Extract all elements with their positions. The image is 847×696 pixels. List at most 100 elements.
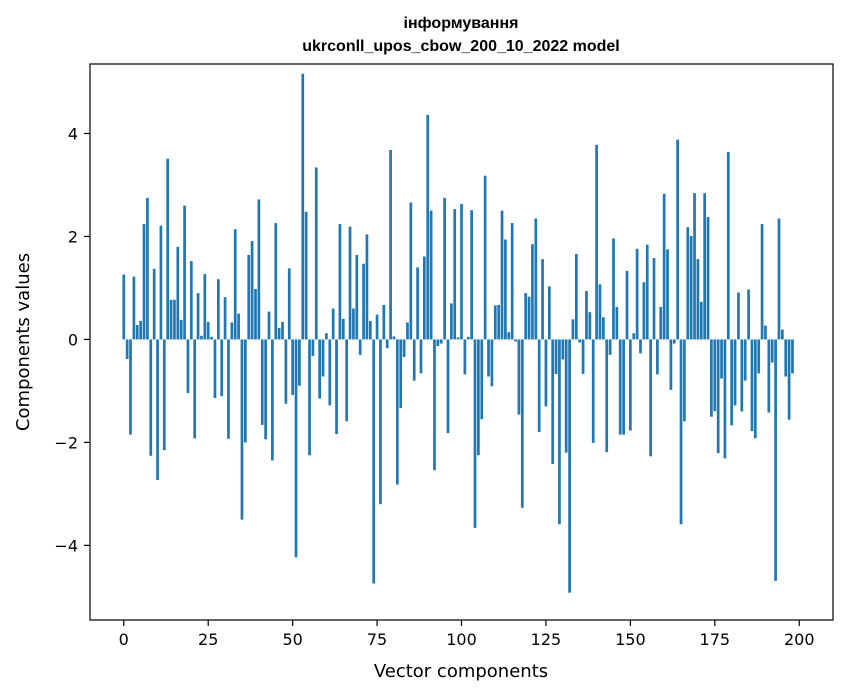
bar: [649, 339, 652, 457]
bar: [537, 339, 541, 433]
bar: [679, 339, 683, 525]
bar: [146, 197, 149, 340]
bar: [375, 314, 379, 340]
bar: [429, 210, 433, 340]
bar: [352, 308, 355, 340]
bar: [564, 339, 568, 453]
bar: [200, 335, 203, 340]
bar: [159, 225, 163, 340]
bar: [605, 339, 609, 453]
bar: [233, 229, 237, 340]
y-tick-label: −4: [54, 536, 78, 555]
bar: [321, 339, 325, 377]
bar: [250, 241, 254, 340]
bar: [683, 339, 686, 422]
bar: [125, 339, 129, 359]
bar: [409, 202, 413, 340]
bar: [629, 339, 632, 431]
bar: [341, 318, 345, 340]
bar: [612, 238, 615, 340]
bar: [254, 288, 257, 340]
bar: [345, 339, 349, 422]
bar: [598, 284, 602, 340]
bar: [291, 339, 294, 396]
bar: [385, 339, 389, 349]
bar: [152, 268, 156, 340]
bar: [230, 322, 234, 340]
bar: [757, 339, 761, 374]
bar: [372, 339, 376, 584]
bar: [365, 234, 369, 340]
bar: [487, 339, 490, 377]
bar: [693, 193, 696, 340]
bar: [595, 144, 598, 340]
bar: [780, 329, 784, 340]
bar: [740, 339, 744, 412]
bar: [196, 293, 200, 340]
bar: [473, 339, 477, 528]
bar: [483, 175, 487, 340]
bar: [601, 317, 605, 340]
chart-title: інформування: [404, 15, 519, 32]
bar: [311, 339, 315, 356]
bar: [510, 223, 514, 340]
bar: [389, 149, 392, 340]
bar: [264, 339, 267, 440]
bar: [392, 336, 396, 340]
bar: [750, 339, 754, 432]
bar: [676, 139, 679, 340]
bar: [791, 339, 794, 374]
bar: [477, 339, 480, 456]
bar: [581, 339, 585, 374]
bar: [419, 339, 423, 374]
bar: [142, 224, 146, 340]
bar: [753, 339, 757, 439]
bar: [216, 279, 220, 340]
bar: [402, 339, 406, 357]
bar: [561, 339, 565, 360]
bar: [129, 339, 132, 435]
y-axis-label: Components values: [13, 253, 34, 431]
bar: [358, 339, 362, 355]
bar: [558, 339, 561, 525]
bar: [493, 305, 497, 340]
bar: [716, 339, 720, 454]
x-axis-label: Vector components: [374, 661, 548, 682]
plot-frame: [89, 63, 834, 621]
x-tick-label: 100: [446, 630, 477, 649]
x-tick-label: 125: [531, 630, 562, 649]
bar: [446, 339, 450, 434]
bar: [480, 339, 484, 420]
x-tick-label: 75: [367, 630, 387, 649]
bar: [764, 325, 767, 340]
bar: [433, 339, 436, 471]
bar: [571, 319, 575, 340]
y-tick-label: 4: [68, 125, 78, 144]
bar: [652, 258, 656, 340]
bar: [720, 339, 723, 379]
bar: [304, 211, 308, 340]
bar: [240, 339, 244, 520]
bar: [210, 336, 213, 340]
bar: [412, 339, 416, 381]
bar: [395, 339, 399, 485]
bar: [271, 339, 274, 461]
bar: [156, 339, 159, 480]
bar: [173, 299, 176, 340]
x-tick-label: 175: [700, 630, 731, 649]
bar: [335, 339, 338, 435]
bar: [314, 167, 318, 340]
bar: [220, 339, 224, 397]
x-axis-ticks: 0 25 50 75 100 125 150 175 200: [119, 620, 815, 649]
bar: [203, 274, 207, 340]
bar: [710, 339, 713, 417]
bar: [723, 339, 727, 459]
bar: [189, 261, 193, 340]
bar: [213, 339, 217, 399]
bar: [504, 239, 507, 340]
bar: [298, 339, 301, 386]
bar: [466, 336, 470, 340]
bar: [132, 276, 136, 340]
bar: [318, 339, 322, 399]
